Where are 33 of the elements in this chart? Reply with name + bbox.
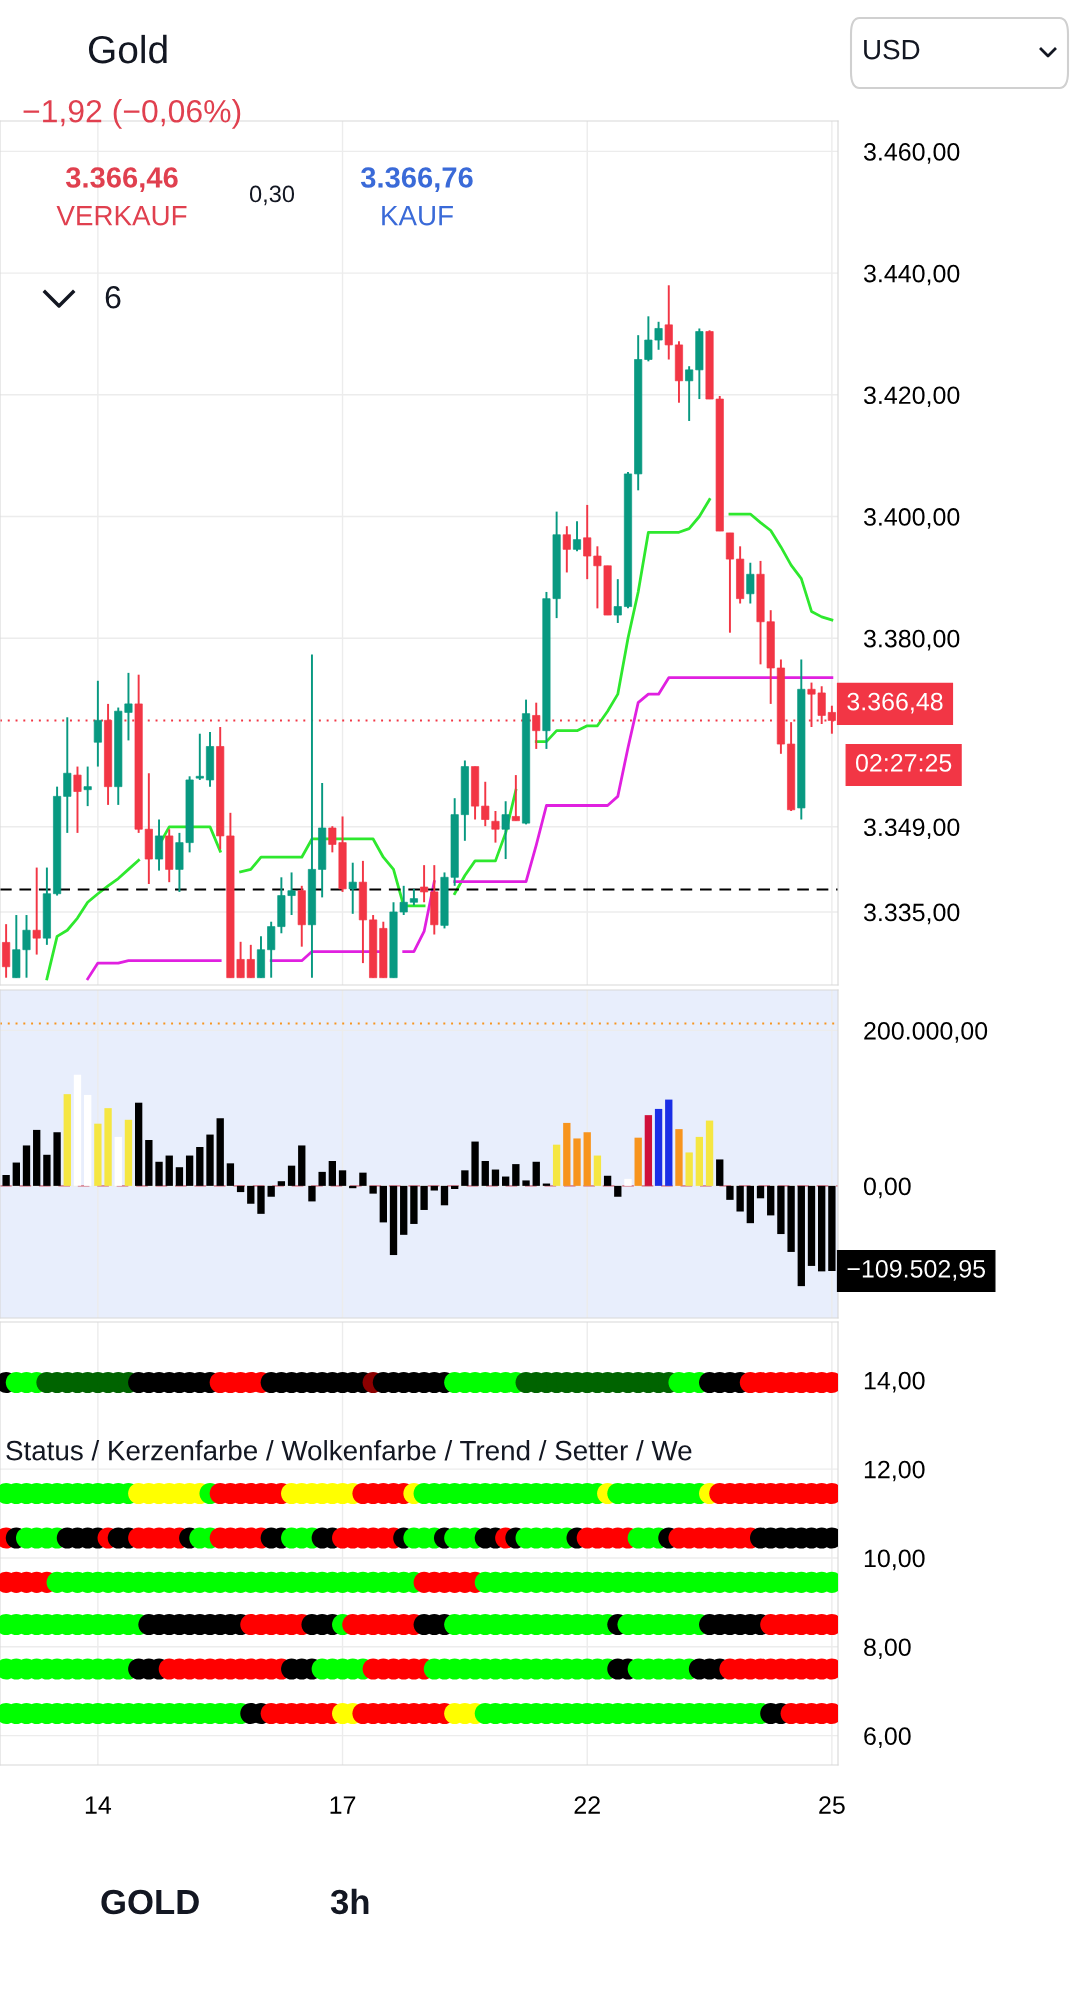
y-tick-label: 10,00 — [864, 1549, 925, 1571]
y-tick-label: 3.460,00 — [863, 143, 960, 164]
y-tick-label: 12,00 — [864, 1460, 925, 1482]
text: 3h — [330, 1888, 369, 1915]
y-tick-label: 14,00 — [864, 1371, 925, 1393]
annotation: 0,30 — [249, 185, 295, 206]
y-tick-label: 3.440,00 — [863, 264, 960, 286]
y-tick-label: 3.400,00 — [863, 508, 960, 529]
annotation: 6 — [105, 285, 121, 309]
x-tick-label: 17 — [330, 1796, 356, 1814]
text: Gold — [88, 34, 167, 64]
x-tick-label: 14 — [85, 1796, 112, 1814]
y-tick-label: 6,00 — [864, 1727, 911, 1748]
text: USD — [864, 39, 920, 60]
y-tick-label: 8,00 — [864, 1638, 911, 1660]
annotation: Status / Kerzenfarbe / Wolkenfarbe / Trend / Setter / We — [6, 1440, 692, 1461]
y-tick-label: 200.000,00 — [864, 1022, 988, 1043]
annotation: 3.366,46 — [65, 167, 178, 193]
y-tick-label: 3.420,00 — [863, 386, 960, 408]
y-tick-label: 0,00 — [863, 1177, 911, 1199]
y-tick-label: 3.335,00 — [863, 903, 960, 925]
annotation: −1,92 (−0,06%) — [23, 99, 241, 129]
y-tick-label: 3.349,00 — [863, 818, 960, 840]
annotation: KAUF — [382, 206, 453, 226]
text: −109.502,95 — [847, 1259, 986, 1281]
y-tick-label: 3.380,00 — [863, 629, 960, 651]
text: GOLD — [101, 1889, 199, 1915]
x-tick-label: 25 — [819, 1796, 845, 1814]
annotation: VERKAUF — [56, 206, 187, 226]
x-tick-label: 22 — [574, 1796, 600, 1814]
text: 02:27:25 — [855, 754, 952, 772]
ref-line-label: 3.366,48 — [847, 692, 943, 714]
annotation: 3.366,76 — [360, 167, 473, 193]
